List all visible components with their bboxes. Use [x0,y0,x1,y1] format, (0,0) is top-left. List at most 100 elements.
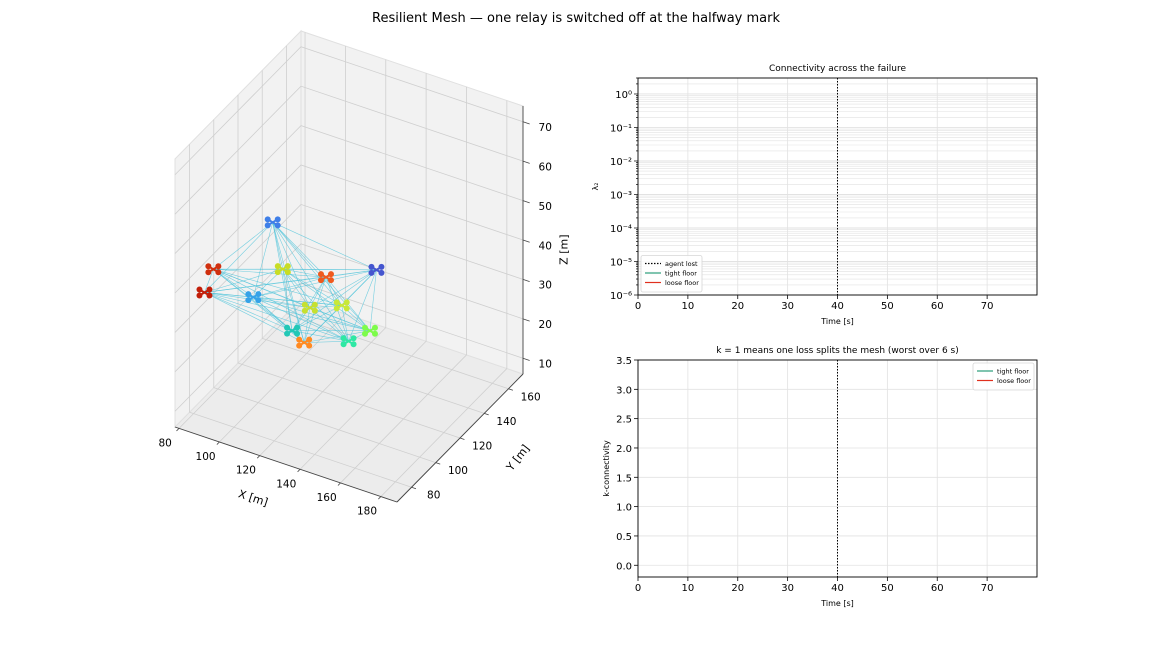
agent-rotor [343,299,350,306]
mesh-link [304,330,371,343]
agent-rotor [274,216,281,223]
mesh-link [282,268,371,331]
x-tick [176,428,180,432]
z-gridline [174,243,524,373]
mesh-link [304,340,349,343]
agent-marker [340,335,357,348]
y-axis-label: λ₂ [591,183,600,191]
y-tick-label: 100 [448,465,468,477]
agent-rotor [306,342,313,349]
z-tick [522,279,530,283]
agent-rotor [206,286,213,293]
z-tick-label: 10 [539,358,552,370]
agent-rotor [378,263,385,270]
legend-label: agent lost [665,260,698,268]
x-tick-label: 40 [831,583,844,594]
y-tick-label: 140 [496,416,516,428]
y-tick-label: 10⁻² [610,157,632,168]
x-tick [337,482,341,486]
z-tick [522,200,530,204]
agent-rotor [350,341,357,348]
agent-marker [368,263,385,276]
mesh-link [272,222,311,308]
y-gridline [286,45,509,390]
agent-marker [301,301,318,314]
panel-title: k = 1 means one loss splits the mesh (wo… [716,346,959,356]
agent-rotor [311,307,318,314]
agent-rotor [296,342,303,349]
z-tick-label: 20 [539,319,552,331]
mesh-link [291,276,327,331]
x-axis-line [174,426,398,503]
agent-rotor [327,271,334,278]
y-tick-label: 160 [521,391,541,403]
mesh-link [272,222,377,271]
y-gridline [261,70,485,414]
x-tick-label: 10 [682,301,695,312]
plot-frame [637,359,1038,578]
agent-rotor [274,222,281,229]
agent-marker [264,216,281,229]
y-tick-label: 10⁻⁴ [610,224,632,235]
mesh-link [213,268,377,271]
agent-marker [296,336,313,349]
legend-label: loose floor [665,279,699,287]
agent-rotor [301,301,308,308]
x-gridline [259,59,387,456]
y-tick-label: 2.5 [616,415,632,426]
y-axis-label: Y [m] [503,442,532,474]
mesh-link [213,268,342,306]
mesh-link [291,305,342,331]
z-gridline [174,164,524,294]
mesh-link [253,296,342,306]
mesh-link [282,269,293,331]
agent-rotor [294,324,301,331]
x-tick-label: 50 [881,583,894,594]
y-tick-label: 0.0 [616,561,632,572]
x-axis-label: Time [s] [820,599,854,608]
x-tick-label: 70 [981,583,994,594]
agent-rotor [274,263,281,270]
x-tick [297,468,301,473]
mesh-link [369,269,377,331]
agent-rotor [368,263,375,270]
y-tick-label: 1.5 [616,473,632,484]
agent-rotor [333,299,340,306]
y-tick-label: 10⁻⁵ [610,257,632,268]
panel-title: Connectivity across the failure [769,64,906,74]
z-tick-label: 30 [539,280,552,292]
agent-rotor [361,330,368,337]
agent-marker [274,263,291,276]
x-gridline [299,73,427,470]
mesh-link [348,269,377,342]
mesh-link [292,330,349,342]
agent-rotor [317,271,324,278]
x-tick-label: 180 [357,506,377,518]
y-tick [411,486,417,490]
x-tick-label: 40 [831,301,844,312]
mesh-link [272,222,342,306]
y-tick [484,413,489,416]
agent-rotor [255,297,262,304]
agent-rotor [371,324,378,331]
agent-rotor [206,292,213,299]
mesh-link [204,269,214,293]
agent-rotor [255,291,262,298]
agent-rotor [196,292,203,299]
mesh-link [213,268,327,278]
x-tick-label: 20 [731,583,744,594]
panel-k-connectivity: k = 1 means one loss splits the mesh (wo… [602,346,1038,608]
agent-rotor [294,330,301,337]
z-tick [522,318,530,322]
agent-rotor [327,277,334,284]
mesh-link [309,307,371,332]
mesh-link [204,292,293,331]
x-gridline [219,46,346,443]
agent-rotor [284,269,291,276]
agent-rotor [245,297,252,304]
mesh-link [291,269,377,331]
agent-rotor [301,307,308,314]
y-axis-label: k-connectivity [602,440,611,497]
y-tick-label: 10⁻¹ [610,123,632,134]
